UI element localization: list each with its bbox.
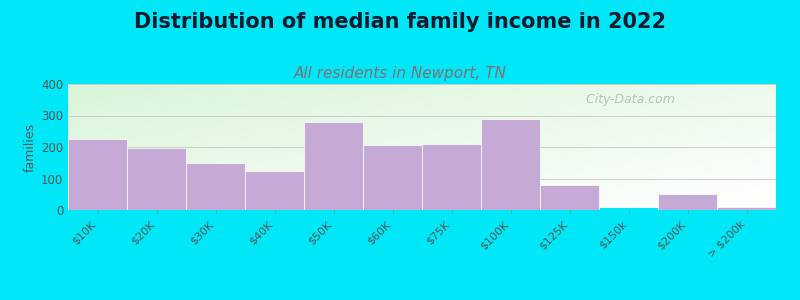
Bar: [540, 185, 599, 210]
Bar: [127, 148, 186, 210]
Bar: [658, 194, 717, 210]
Bar: [304, 122, 363, 210]
Text: Distribution of median family income in 2022: Distribution of median family income in …: [134, 12, 666, 32]
Text: All residents in Newport, TN: All residents in Newport, TN: [294, 66, 506, 81]
Bar: [717, 207, 776, 210]
Bar: [363, 146, 422, 210]
Y-axis label: families: families: [24, 122, 37, 172]
Bar: [186, 164, 245, 210]
Bar: [422, 144, 481, 210]
Bar: [68, 139, 127, 210]
Text: City-Data.com: City-Data.com: [578, 93, 674, 106]
Bar: [481, 118, 540, 210]
Bar: [245, 171, 304, 210]
